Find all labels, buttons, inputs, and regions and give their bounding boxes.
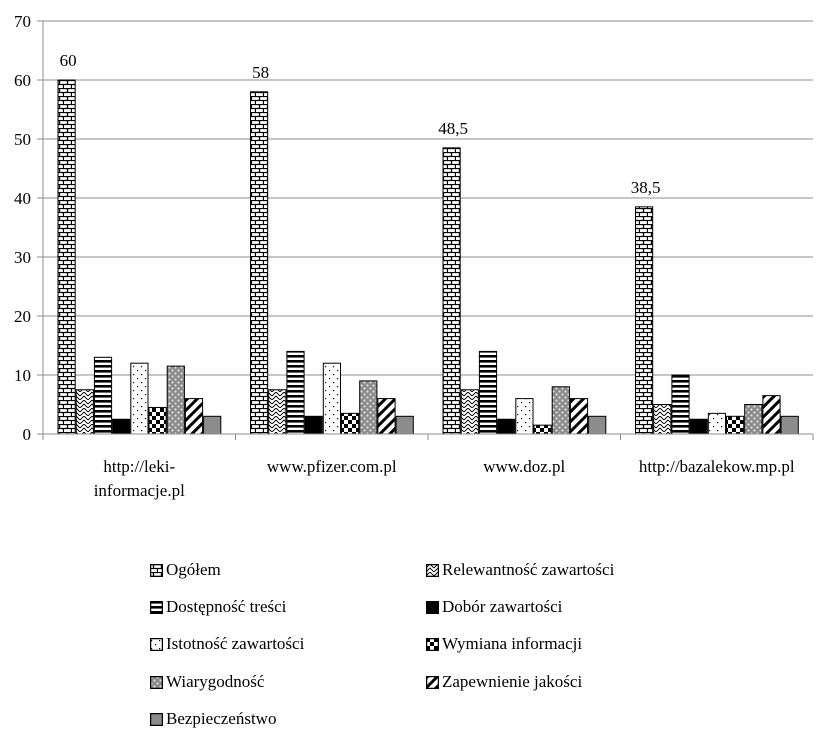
legend-swatch bbox=[426, 563, 439, 577]
bar-chart: 60 58 48,5 38,5 0 10 20 30 40 50 60 70 http://leki-… bbox=[14, 12, 814, 500]
legend-item: Bezpieczeństwo bbox=[150, 709, 276, 729]
bar bbox=[112, 418, 131, 435]
bar bbox=[377, 398, 396, 435]
bar bbox=[726, 415, 745, 435]
legend-swatch bbox=[150, 563, 163, 577]
legend-item: Ogółem bbox=[150, 560, 221, 580]
legend-item: Dostępność treści bbox=[150, 597, 286, 617]
bar bbox=[341, 412, 360, 435]
legend-label: Relewantność zawartości bbox=[442, 560, 615, 579]
y-tick-label: 40 bbox=[14, 189, 31, 208]
y-tick-label: 50 bbox=[14, 130, 31, 149]
bar bbox=[689, 418, 708, 435]
bar bbox=[203, 415, 222, 435]
bar bbox=[359, 380, 378, 435]
y-tick-label: 20 bbox=[14, 307, 31, 326]
bar bbox=[442, 147, 461, 435]
x-tick-label: www.doz.pl bbox=[483, 457, 565, 476]
legend-swatch bbox=[426, 600, 439, 614]
bar bbox=[515, 398, 534, 435]
data-label: 38,5 bbox=[631, 178, 661, 197]
legend-item: Istotność zawartości bbox=[150, 634, 304, 654]
legend-swatch bbox=[426, 675, 439, 689]
bar bbox=[286, 350, 305, 435]
legend-swatch bbox=[150, 600, 163, 614]
y-tick-label: 30 bbox=[14, 248, 31, 267]
x-tick-label: informacje.pl bbox=[94, 481, 185, 500]
bar bbox=[130, 362, 149, 435]
legend-swatch bbox=[150, 675, 163, 689]
axes: 0 10 20 30 40 50 60 70 http://leki-informacje.pl… bbox=[14, 12, 814, 500]
bar bbox=[569, 398, 589, 435]
x-tick-label: http://bazalekow.mp.pl bbox=[639, 457, 795, 476]
bar bbox=[762, 395, 781, 435]
bar bbox=[460, 389, 479, 435]
y-tick-label: 10 bbox=[14, 366, 31, 385]
legend-item: Zapewnienie jakości bbox=[426, 672, 582, 692]
legend-item: Wymiana informacji bbox=[426, 634, 582, 654]
bar bbox=[671, 374, 690, 435]
legend-label: Ogółem bbox=[166, 560, 221, 579]
bar bbox=[166, 365, 185, 435]
x-tick-label: http://leki- bbox=[103, 457, 175, 476]
legend-item: Wiarygodność bbox=[150, 672, 264, 692]
bar bbox=[268, 389, 287, 435]
bar bbox=[780, 415, 799, 435]
legend-label: Dobór zawartości bbox=[442, 597, 563, 616]
bar bbox=[184, 398, 204, 435]
bar bbox=[75, 389, 94, 435]
bar bbox=[322, 362, 341, 435]
legend-item: Dobór zawartości bbox=[426, 597, 562, 617]
x-tick-label: www.pfizer.com.pl bbox=[267, 457, 397, 476]
legend-label: Istotność zawartości bbox=[166, 634, 305, 653]
legend-label: Wymiana informacji bbox=[442, 634, 583, 653]
bar bbox=[551, 386, 570, 435]
legend-item: Relewantność zawartości bbox=[426, 560, 614, 580]
legend-label: Wiarygodność bbox=[166, 672, 265, 691]
bar bbox=[148, 406, 167, 435]
data-label: 58 bbox=[252, 63, 269, 82]
data-label: 48,5 bbox=[438, 119, 468, 138]
legend-label: Bezpieczeństwo bbox=[166, 709, 277, 728]
bar bbox=[744, 404, 763, 435]
bar bbox=[395, 415, 414, 435]
bar bbox=[707, 412, 726, 435]
y-tick-label: 60 bbox=[14, 71, 31, 90]
bar bbox=[533, 424, 552, 435]
bar bbox=[57, 79, 76, 435]
bar bbox=[653, 404, 672, 435]
bar bbox=[635, 206, 654, 435]
legend-label: Zapewnienie jakości bbox=[442, 672, 583, 691]
legend-swatch bbox=[426, 637, 439, 651]
data-label: 60 bbox=[60, 51, 77, 70]
bar bbox=[304, 415, 323, 435]
bar bbox=[250, 91, 269, 435]
legend-label: Dostępność treści bbox=[166, 597, 287, 616]
bar bbox=[478, 350, 498, 435]
bar bbox=[497, 418, 516, 435]
legend-swatch bbox=[150, 637, 163, 651]
y-tick-label: 0 bbox=[23, 425, 32, 444]
bar bbox=[93, 356, 113, 435]
y-tick-label: 70 bbox=[14, 12, 31, 31]
gridlines bbox=[43, 20, 813, 376]
bar bbox=[588, 415, 607, 435]
data-labels: 60 58 48,5 38,5 bbox=[60, 51, 661, 197]
legend-swatch bbox=[150, 712, 163, 726]
bars bbox=[57, 79, 799, 435]
